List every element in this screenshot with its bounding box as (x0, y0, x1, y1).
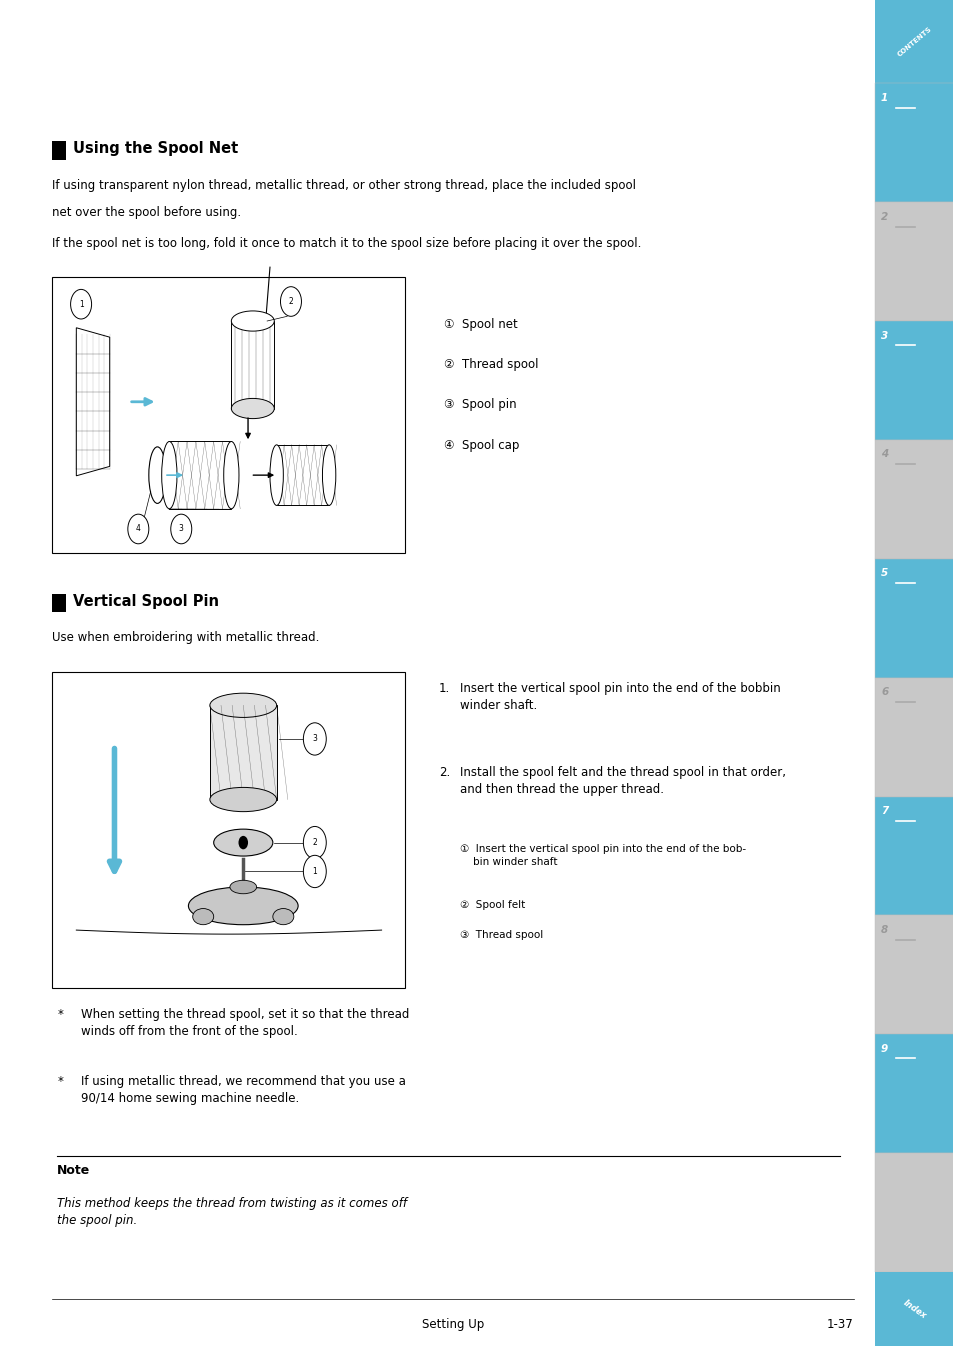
Bar (52, 672, 405, 988)
Bar (874, 1272, 953, 1346)
Bar (874, 0, 953, 1346)
Circle shape (303, 855, 326, 887)
Ellipse shape (230, 880, 256, 894)
Bar (874, 1034, 953, 1154)
Bar (276, 444, 329, 505)
Text: 2.: 2. (438, 766, 450, 779)
Text: CONTENTS: CONTENTS (896, 26, 932, 58)
Text: Install the spool felt and the thread spool in that order,
and then thread the u: Install the spool felt and the thread sp… (459, 766, 785, 795)
Text: 3: 3 (312, 735, 317, 743)
Bar (52, 594, 66, 612)
Ellipse shape (270, 444, 283, 505)
Bar (874, 322, 953, 440)
Text: If using transparent nylon thread, metallic thread, or other strong thread, plac: If using transparent nylon thread, metal… (52, 179, 636, 192)
Text: 2: 2 (289, 297, 293, 306)
Bar (170, 441, 231, 509)
Text: *: * (57, 1075, 63, 1089)
Bar (874, 678, 953, 797)
Text: 9: 9 (881, 1043, 887, 1054)
Text: 1: 1 (881, 93, 887, 102)
Polygon shape (76, 328, 110, 476)
Text: *: * (57, 1008, 63, 1022)
Text: Using the Spool Net: Using the Spool Net (73, 141, 238, 156)
Text: 4: 4 (881, 450, 887, 459)
Text: 3: 3 (178, 525, 184, 533)
Text: ④  Spool cap: ④ Spool cap (443, 439, 518, 452)
Ellipse shape (213, 829, 273, 856)
Ellipse shape (210, 693, 276, 717)
Bar (874, 440, 953, 559)
Text: Index: Index (901, 1298, 927, 1320)
Text: 8: 8 (881, 925, 887, 935)
Text: Vertical Spool Pin: Vertical Spool Pin (73, 594, 219, 608)
Text: If using metallic thread, we recommend that you use a
90/14 home sewing machine : If using metallic thread, we recommend t… (81, 1075, 406, 1105)
Text: 4: 4 (135, 525, 141, 533)
Text: 7: 7 (881, 806, 887, 816)
Circle shape (128, 514, 149, 544)
Text: Use when embroidering with metallic thread.: Use when embroidering with metallic thre… (52, 631, 319, 645)
Text: 1: 1 (79, 300, 83, 308)
Text: ③  Spool pin: ③ Spool pin (443, 398, 516, 412)
Ellipse shape (322, 444, 335, 505)
Text: 3: 3 (881, 331, 887, 341)
Circle shape (71, 289, 91, 319)
Ellipse shape (193, 909, 213, 925)
Circle shape (171, 514, 192, 544)
Ellipse shape (161, 441, 177, 509)
Text: Insert the vertical spool pin into the end of the bobbin
winder shaft.: Insert the vertical spool pin into the e… (459, 682, 780, 712)
Text: ②  Spool felt: ② Spool felt (459, 900, 524, 910)
Text: 5: 5 (881, 568, 887, 579)
Circle shape (303, 826, 326, 859)
Ellipse shape (231, 311, 274, 331)
Text: Note: Note (57, 1164, 91, 1178)
Text: When setting the thread spool, set it so that the thread
winds off from the fron: When setting the thread spool, set it so… (81, 1008, 409, 1038)
Ellipse shape (231, 398, 274, 419)
Text: ③  Thread spool: ③ Thread spool (459, 930, 542, 940)
Bar (232, 322, 274, 409)
Ellipse shape (210, 787, 276, 812)
Text: This method keeps the thread from twisting as it comes off
the spool pin.: This method keeps the thread from twisti… (57, 1197, 407, 1226)
Bar (874, 915, 953, 1034)
Bar (874, 797, 953, 915)
Ellipse shape (273, 909, 294, 925)
Bar (874, 83, 953, 202)
Ellipse shape (189, 887, 297, 925)
Bar (874, 0, 953, 83)
Bar (210, 705, 276, 800)
Text: 1.: 1. (438, 682, 450, 696)
Text: 2: 2 (313, 839, 316, 847)
Bar (52, 141, 66, 160)
Text: If the spool net is too long, fold it once to match it to the spool size before : If the spool net is too long, fold it on… (52, 237, 641, 250)
Bar (52, 277, 405, 553)
Bar (874, 202, 953, 322)
Text: 1: 1 (313, 867, 316, 876)
Text: ①  Insert the vertical spool pin into the end of the bob-
    bin winder shaft: ① Insert the vertical spool pin into the… (459, 844, 745, 867)
Bar (874, 1154, 953, 1272)
Text: 2: 2 (881, 211, 887, 222)
Circle shape (280, 287, 301, 316)
Text: 6: 6 (881, 688, 887, 697)
Bar (874, 559, 953, 678)
Ellipse shape (223, 441, 238, 509)
Text: 1-37: 1-37 (826, 1318, 853, 1331)
Text: ①  Spool net: ① Spool net (443, 318, 517, 331)
Text: ②  Thread spool: ② Thread spool (443, 358, 537, 371)
Circle shape (303, 723, 326, 755)
Ellipse shape (149, 447, 166, 503)
Text: net over the spool before using.: net over the spool before using. (52, 206, 241, 219)
Circle shape (238, 836, 248, 849)
Text: Setting Up: Setting Up (421, 1318, 484, 1331)
